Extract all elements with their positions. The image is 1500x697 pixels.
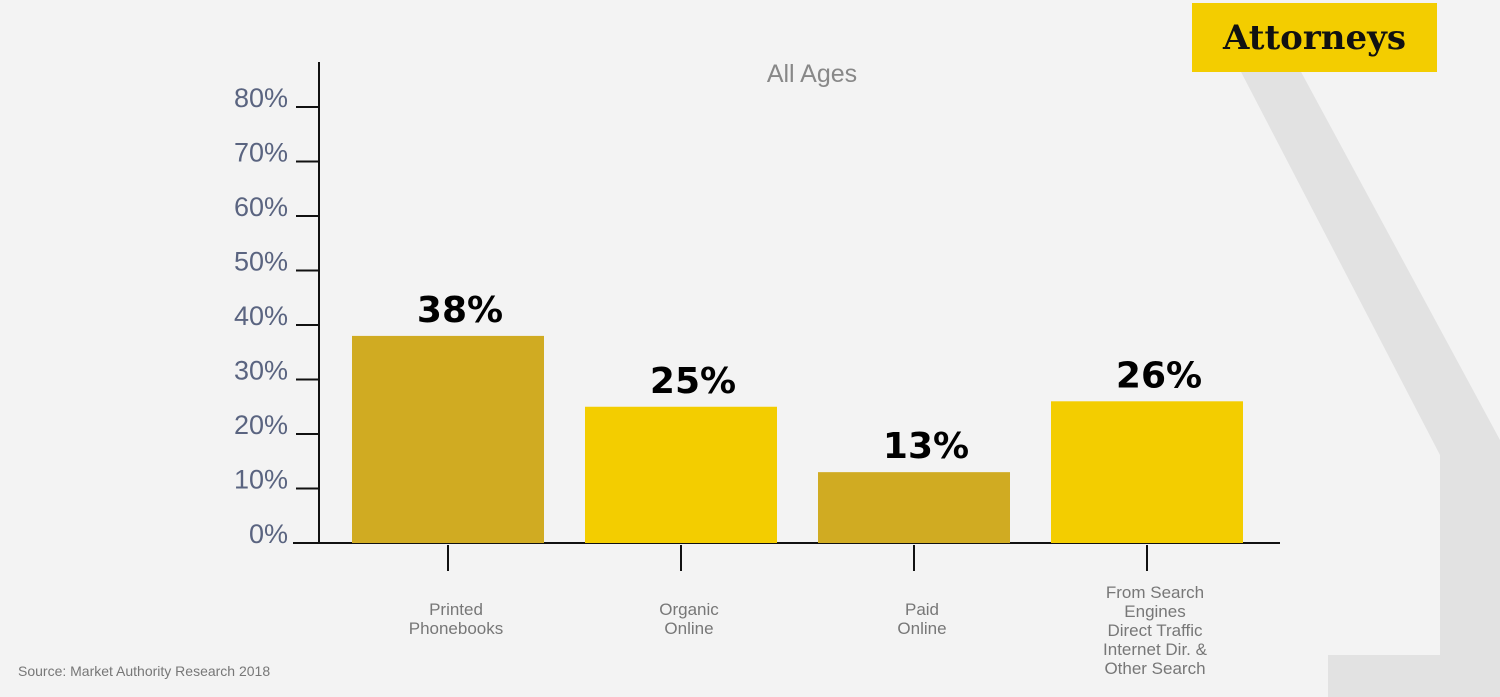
value-label: 38% — [417, 290, 503, 331]
x-tick-label: From Search Engines Direct Traffic Inter… — [1103, 583, 1207, 678]
x-tick-label: Paid Online — [897, 600, 947, 638]
x-tick-label: Printed Phonebooks — [408, 600, 504, 638]
value-label: 25% — [650, 361, 736, 402]
y-tick-label: 0% — [249, 519, 288, 549]
value-label: 13% — [883, 426, 969, 467]
decor — [1240, 70, 1500, 697]
source: Source: Market Authority Research 2018 — [18, 663, 271, 679]
badge: Attorneys — [1192, 3, 1437, 72]
y-tick-label: 70% — [234, 138, 288, 168]
decor — [1328, 655, 1500, 697]
y-tick-label: 20% — [234, 410, 288, 440]
y-tick-label: 80% — [234, 83, 288, 113]
value-label: 26% — [1116, 355, 1202, 396]
bar — [585, 406, 777, 543]
bar — [818, 472, 1010, 543]
chart-subtitle: All Ages — [767, 60, 857, 88]
y-tick-label: 60% — [234, 192, 288, 222]
bar — [352, 335, 544, 543]
bar — [1051, 401, 1243, 543]
y-tick-label: 40% — [234, 301, 288, 331]
y-tick-label: 30% — [234, 356, 288, 386]
x-tick-label: Organic Online — [659, 600, 719, 638]
y-tick-label: 10% — [234, 465, 288, 495]
y-tick-label: 50% — [234, 247, 288, 277]
